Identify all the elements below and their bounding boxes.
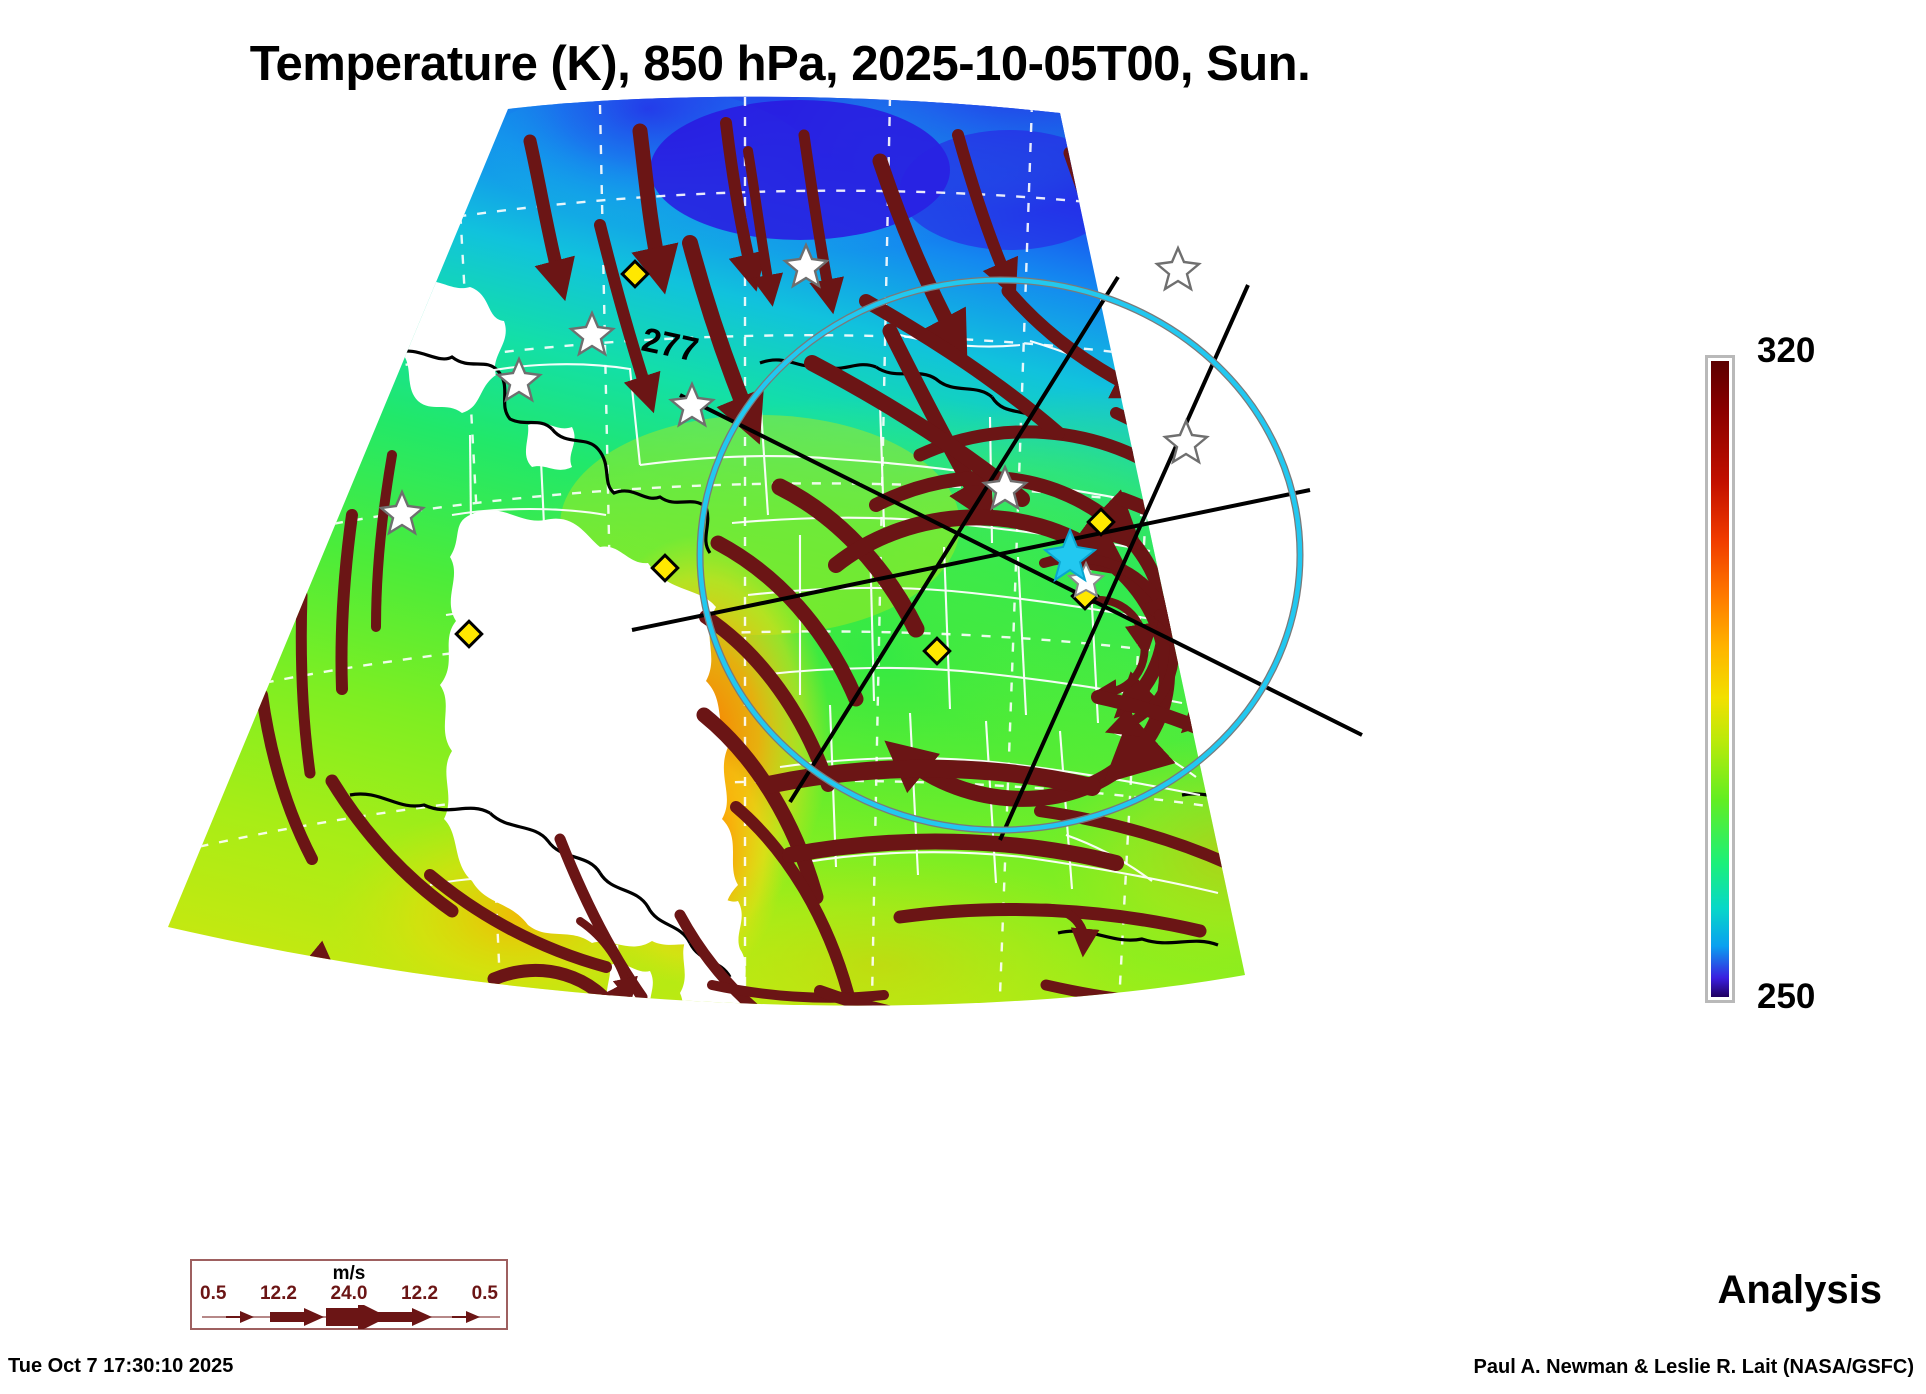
range-ring <box>696 276 1304 834</box>
credit-label: Paul A. Newman & Leslie R. Lait (NASA/GS… <box>1473 1356 1914 1378</box>
map-figure: 277 <box>0 95 1400 1155</box>
star-marker[interactable] <box>1066 560 1106 598</box>
diamond-marker[interactable] <box>454 619 484 649</box>
star-marker[interactable] <box>1154 244 1202 292</box>
colorbar-gradient-bar <box>1705 355 1735 1003</box>
timestamp-label: Tue Oct 7 17:30:10 2025 <box>8 1355 234 1377</box>
wind-legend-unit-label: m/s <box>332 1263 366 1284</box>
star-marker[interactable] <box>981 463 1029 511</box>
colorbar-gradient <box>1711 361 1729 997</box>
star-marker[interactable] <box>378 488 426 536</box>
wind-legend-tick: 0.5 <box>471 1283 498 1304</box>
wind-legend-tick: 0.5 <box>200 1283 227 1304</box>
station-markers <box>378 241 1210 666</box>
analysis-label: Analysis <box>1717 1268 1882 1312</box>
diamond-marker[interactable] <box>620 259 650 289</box>
flight-track-line <box>631 488 1311 632</box>
diamond-marker[interactable] <box>650 553 680 583</box>
site-center-marker[interactable] <box>1042 527 1098 583</box>
wind-legend-tick-labels: 0.5 12.2 24.0 12.2 0.5 <box>200 1283 498 1305</box>
flight-track-line <box>998 284 1250 841</box>
wind-legend-tick: 24.0 <box>330 1283 368 1304</box>
map-canvas: 277 <box>168 96 1363 1006</box>
colorbar-min-label: 250 <box>1757 977 1816 1016</box>
star-marker[interactable] <box>1162 417 1210 465</box>
wind-legend-tick: 12.2 <box>259 1283 297 1304</box>
wind-speed-legend: m/s 0.5 12.2 24.0 12.2 0.5 <box>190 1259 508 1330</box>
wind-legend-tick: 12.2 <box>401 1283 439 1304</box>
star-marker[interactable] <box>495 355 543 403</box>
flight-tracks <box>631 275 1363 841</box>
star-marker[interactable] <box>782 241 830 289</box>
colorbar-max-label: 320 <box>1757 331 1816 370</box>
colorbar: 320 250 <box>1705 331 1905 1016</box>
diamond-marker[interactable] <box>922 636 952 666</box>
star-marker[interactable] <box>568 309 616 357</box>
flight-track-line <box>788 275 1120 804</box>
page-title: Temperature (K), 850 hPa, 2025-10-05T00,… <box>249 37 1311 91</box>
diamond-marker[interactable] <box>1086 507 1116 537</box>
flight-track-line <box>679 393 1363 737</box>
star-marker[interactable] <box>668 380 716 428</box>
wind-legend-arrow-scale <box>202 1305 500 1329</box>
